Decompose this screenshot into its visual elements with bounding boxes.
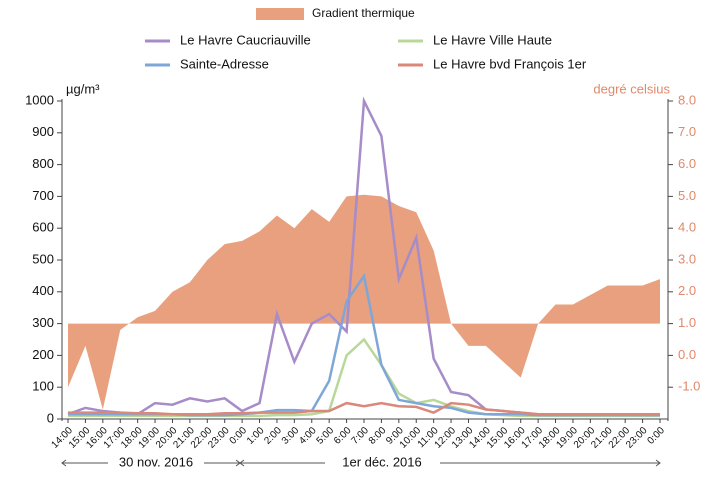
y-tick-label: 800	[32, 156, 54, 171]
y2-tick-label: 3.0	[678, 251, 696, 266]
x-tick-label: 1:00	[245, 425, 267, 447]
y-tick-label: 1000	[25, 92, 54, 107]
x-tick-label: 4:00	[297, 425, 319, 447]
y2-tick-label: -1.0	[678, 379, 700, 394]
legend-label: Le Havre Caucriauville	[180, 32, 311, 47]
y2-axis-label: degré celsius	[593, 81, 670, 96]
y2-tick-label: 2.0	[678, 283, 696, 298]
x-tick-label: 3:00	[280, 425, 302, 447]
y-axis-label: µg/m³	[66, 81, 100, 96]
y-tick-label: 900	[32, 124, 54, 139]
y-tick-label: 700	[32, 188, 54, 203]
legend-swatch	[256, 8, 304, 20]
y-tick-label: 0	[47, 410, 54, 425]
x-tick-label: 0:00	[645, 425, 667, 447]
y-tick-label: 500	[32, 251, 54, 266]
y-tick-label: 100	[32, 379, 54, 394]
line	[68, 401, 660, 416]
x-tick-label: 0:00	[228, 425, 250, 447]
y-tick-label: 400	[32, 283, 54, 298]
legend-label: Le Havre bvd François 1er	[433, 56, 587, 71]
y2-tick-label: 0.0	[678, 347, 696, 362]
x-tick-label: 6:00	[332, 425, 354, 447]
x-tick-label: 5:00	[315, 425, 337, 447]
y2-tick-label: 1.0	[678, 315, 696, 330]
x-tick-label: 2:00	[262, 425, 284, 447]
date-annotation: 30 nov. 2016	[119, 454, 193, 469]
area	[68, 194, 660, 410]
y2-tick-label: 8.0	[678, 92, 696, 107]
date-ranges	[61, 459, 661, 467]
x-tick-label: 7:00	[349, 425, 371, 447]
y2-tick-label: 7.0	[678, 124, 696, 139]
y2-tick-label: 4.0	[678, 220, 696, 235]
legend-label: Le Havre Ville Haute	[433, 32, 552, 47]
x-tick-label: 8:00	[367, 425, 389, 447]
y-tick-label: 200	[32, 347, 54, 362]
date-annotation: 1er déc. 2016	[342, 454, 422, 469]
y2-tick-label: 6.0	[678, 156, 696, 171]
y-tick-label: 600	[32, 220, 54, 235]
legend-label: Sainte-Adresse	[180, 56, 269, 71]
y-tick-label: 300	[32, 315, 54, 330]
legend-label: Gradient thermique	[312, 6, 415, 20]
y2-tick-label: 5.0	[678, 188, 696, 203]
